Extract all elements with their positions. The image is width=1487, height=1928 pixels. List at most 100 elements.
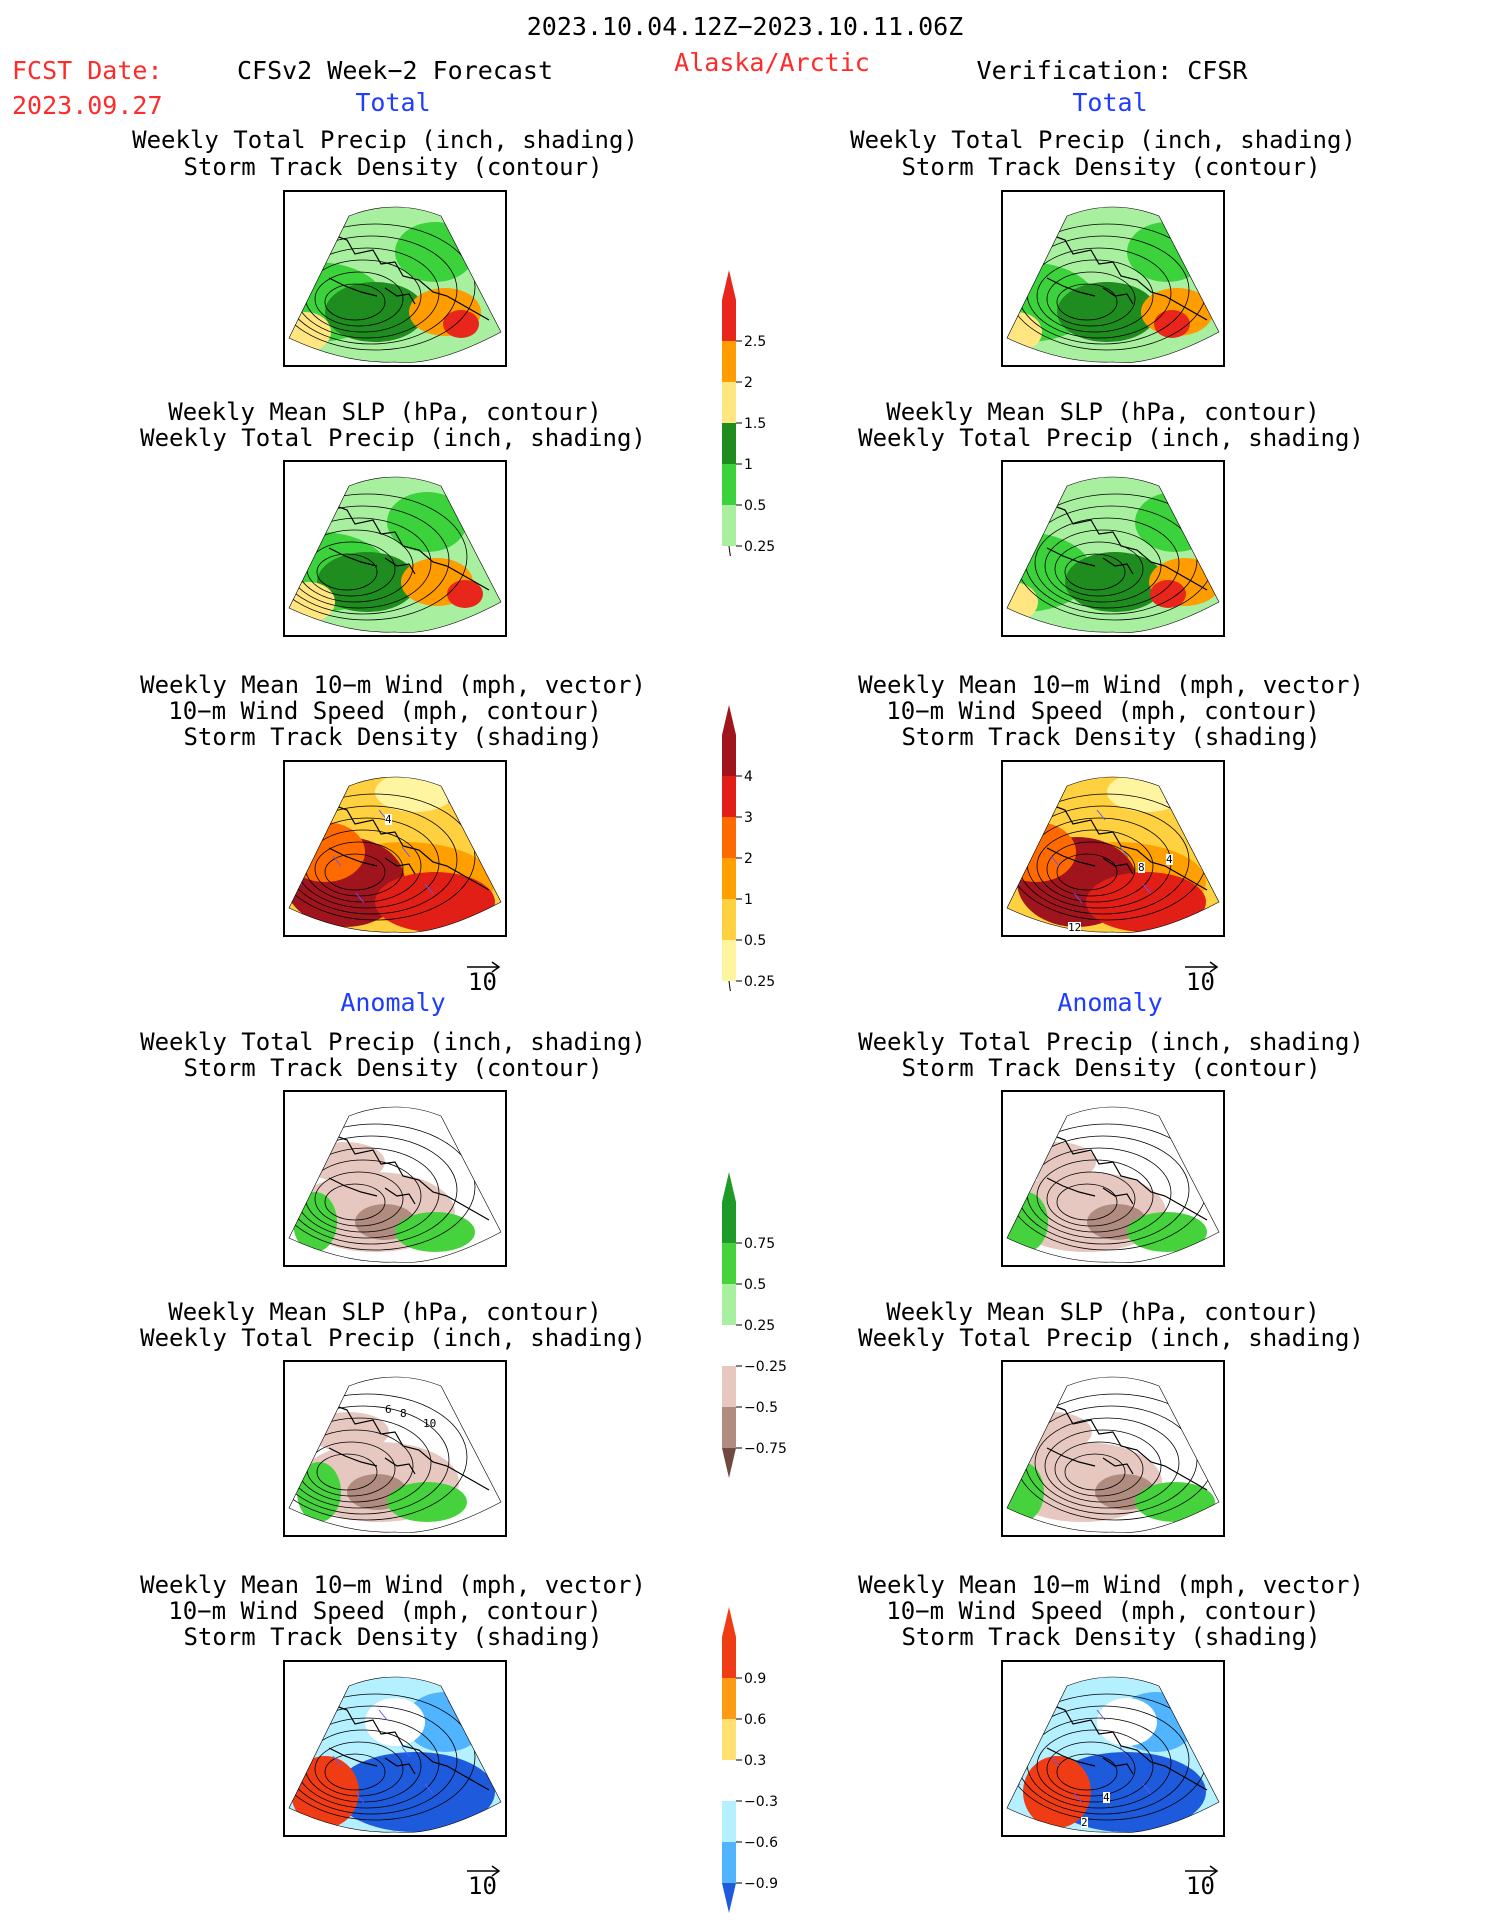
map-wind-storm-forecast: 4 — [283, 760, 507, 937]
colorbar-tick-label: 0.25 — [744, 974, 775, 990]
title-p10-line1: Weekly Mean SLP (hPa, contour) — [886, 1298, 1320, 1326]
map-precip-storm-anom-forecast — [283, 1090, 507, 1267]
colorbar-graphic: 2.5 2 1.5 1 0.5 0.25 — [722, 270, 775, 581]
colorbar-tick-label: 2 — [744, 851, 753, 867]
colorbar-tick-label: 0.5 — [744, 1277, 766, 1293]
map-precip-storm-forecast — [283, 190, 507, 367]
map-precip-storm-verification — [1001, 190, 1225, 367]
colorbar-tick-label: 0.3 — [744, 1753, 766, 1769]
reference-vector-anom-right: 10 — [1184, 1862, 1220, 1898]
title-p12-line3: Storm Track Density (shading) — [901, 1623, 1321, 1651]
contour-label: 4 — [385, 813, 392, 826]
section-anomaly-left: Anomaly — [340, 988, 446, 1017]
arrow-right-icon — [1185, 1865, 1219, 1877]
title-p8-line1: Weekly Total Precip (inch, shading) — [858, 1028, 1364, 1056]
title-p6-line3: Storm Track Density (shading) — [901, 723, 1321, 751]
contour-label: 8 — [400, 1407, 407, 1420]
colorbar-graphic: 4 3 2 1 0.5 0.25 — [722, 705, 775, 1016]
colorbar-tick-label: 3 — [744, 810, 753, 826]
region-label: Alaska/Arctic — [674, 48, 870, 77]
title-p3-line2: Weekly Total Precip (inch, shading) — [140, 424, 646, 452]
colorbar-tick-label: 1.5 — [744, 416, 766, 432]
date-range: 2023.10.04.12Z−2023.10.11.06Z — [526, 12, 964, 41]
arrow-right-icon — [1185, 961, 1219, 973]
contour-label: 4 — [1103, 1791, 1110, 1804]
model-label: CFSv2 Week−2 Forecast — [236, 56, 554, 85]
colorbar-graphic: 0.75 0.5 0.25 −0.25 −0.5 −0.75 — [722, 1172, 787, 1478]
title-p11-line1: Weekly Mean 10−m Wind (mph, vector) — [140, 1571, 646, 1599]
title-p1-line2: Storm Track Density (contour) — [183, 153, 603, 181]
title-p5-line3: Storm Track Density (shading) — [183, 723, 603, 751]
title-p9-line2: Weekly Total Precip (inch, shading) — [140, 1324, 646, 1352]
title-p8-line2: Storm Track Density (contour) — [901, 1054, 1321, 1082]
map-wind-storm-verification: 4 8 12 — [1001, 760, 1225, 937]
colorbar-tick-label: −0.5 — [744, 1400, 778, 1416]
reference-vector-label: 10 — [1186, 1872, 1215, 1900]
colorbar-precip-anomaly: 0.75 0.5 0.25 −0.25 −0.5 −0.75 — [718, 1172, 808, 1493]
title-p11-line3: Storm Track Density (shading) — [183, 1623, 603, 1651]
title-p10-line2: Weekly Total Precip (inch, shading) — [858, 1324, 1364, 1352]
colorbar-tick-label: −0.75 — [744, 1441, 787, 1457]
map-wind-storm-anom-forecast — [283, 1660, 507, 1837]
colorbar-tick-label: −0.9 — [744, 1876, 778, 1892]
title-p2-line1: Weekly Total Precip (inch, shading) — [850, 126, 1356, 154]
title-p7-line1: Weekly Total Precip (inch, shading) — [140, 1028, 646, 1056]
map-slp-precip-verification — [1001, 460, 1225, 637]
title-p3-line1: Weekly Mean SLP (hPa, contour) — [168, 398, 602, 426]
title-p5-line2: 10−m Wind Speed (mph, contour) — [168, 697, 602, 725]
map-wind-storm-anom-verification: 4 2 — [1001, 1660, 1225, 1837]
title-p4-line1: Weekly Mean SLP (hPa, contour) — [886, 398, 1320, 426]
colorbar-tick-label: 2.5 — [744, 334, 766, 350]
colorbar-tick-label: −0.3 — [744, 1794, 778, 1810]
colorbar-tick-label: 0.5 — [744, 498, 766, 514]
contour-label: 2 — [1081, 1816, 1088, 1829]
colorbar-tick-label: 0.5 — [744, 933, 766, 949]
section-total-right: Total — [1072, 88, 1148, 117]
contour-label: 12 — [1068, 921, 1082, 934]
colorbar-tick-label: 0.6 — [744, 1712, 766, 1728]
contour-label: 8 — [1138, 861, 1145, 874]
colorbar-tick-label: −0.6 — [744, 1835, 778, 1851]
colorbar-tick-label: 0.75 — [744, 1236, 775, 1252]
colorbar-tick-label: 0.25 — [744, 539, 775, 555]
colorbar-tick-label: 0.25 — [744, 1318, 775, 1334]
fcst-date-value: 2023.09.27 — [12, 91, 163, 120]
title-p2-line2: Storm Track Density (contour) — [901, 153, 1321, 181]
colorbar-tick-label: 1 — [744, 457, 753, 473]
colorbar-tick-label: −0.25 — [744, 1359, 787, 1375]
contour-label: 4 — [1166, 853, 1173, 866]
title-p6-line2: 10−m Wind Speed (mph, contour) — [886, 697, 1320, 725]
colorbar-precip-total: 2.5 2 1.5 1 0.5 0.25 — [718, 270, 808, 581]
title-p12-line1: Weekly Mean 10−m Wind (mph, vector) — [858, 1571, 1364, 1599]
map-slp-precip-anom-verification — [1001, 1360, 1225, 1537]
reference-vector-total-left: 10 — [466, 958, 502, 994]
colorbar-tick-label: 1 — [744, 892, 753, 908]
title-p11-line2: 10−m Wind Speed (mph, contour) — [168, 1597, 602, 1625]
title-p6-line1: Weekly Mean 10−m Wind (mph, vector) — [858, 671, 1364, 699]
map-precip-storm-anom-verification — [1001, 1090, 1225, 1267]
contour-label: 6 — [385, 1403, 392, 1416]
title-p9-line1: Weekly Mean SLP (hPa, contour) — [168, 1298, 602, 1326]
arrow-right-icon — [467, 1865, 501, 1877]
verification-label: Verification: CFSR — [976, 56, 1248, 85]
section-total-left: Total — [355, 88, 431, 117]
colorbar-graphic: 0.9 0.6 0.3 −0.3 −0.6 −0.9 — [722, 1607, 778, 1913]
colorbar-tick-label: 0.9 — [744, 1671, 766, 1687]
colorbar-tick-label: 2 — [744, 375, 753, 391]
fcst-date-label: FCST Date: — [12, 56, 163, 85]
reference-vector-label: 10 — [468, 1872, 497, 1900]
section-anomaly-right: Anomaly — [1057, 988, 1163, 1017]
title-p7-line2: Storm Track Density (contour) — [183, 1054, 603, 1082]
colorbar-storm-anomaly: 0.9 0.6 0.3 −0.3 −0.6 −0.9 — [718, 1607, 808, 1928]
reference-vector-label: 10 — [1186, 968, 1215, 996]
reference-vector-total-right: 10 — [1184, 958, 1220, 994]
title-p5-line1: Weekly Mean 10−m Wind (mph, vector) — [140, 671, 646, 699]
map-slp-precip-anom-forecast: 6 8 10 — [283, 1360, 507, 1537]
arrow-right-icon — [467, 961, 501, 973]
colorbar-tick-label: 4 — [744, 769, 753, 785]
colorbar-storm-total: 4 3 2 1 0.5 0.25 — [718, 705, 808, 1016]
reference-vector-anom-left: 10 — [466, 1862, 502, 1898]
contour-label: 10 — [423, 1417, 437, 1430]
title-p4-line2: Weekly Total Precip (inch, shading) — [858, 424, 1364, 452]
title-p12-line2: 10−m Wind Speed (mph, contour) — [886, 1597, 1320, 1625]
